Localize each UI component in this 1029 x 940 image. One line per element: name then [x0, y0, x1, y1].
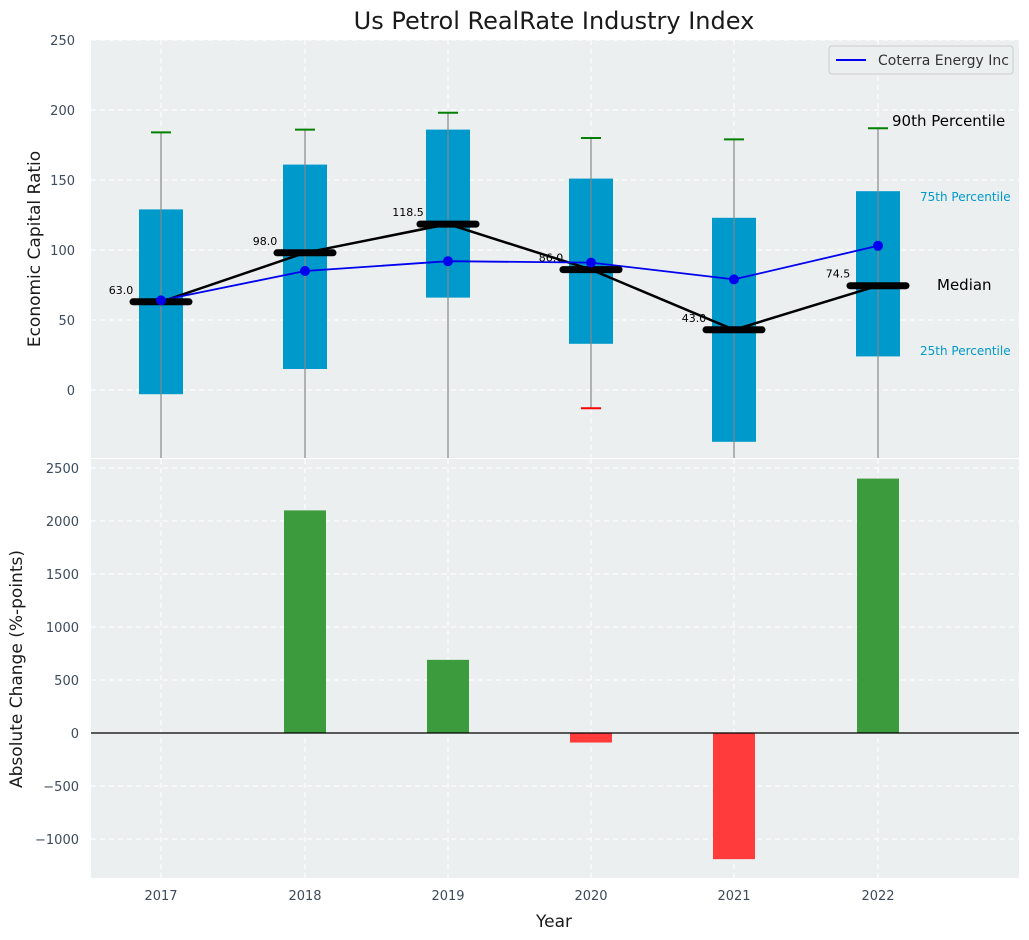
- chart-title: Us Petrol RealRate Industry Index: [354, 7, 755, 35]
- change-bar: [857, 478, 899, 733]
- bottom-y-tick-label: −500: [43, 780, 79, 795]
- company-series-point: [300, 266, 310, 276]
- annotation-25th-percentile: 25th Percentile: [920, 344, 1011, 358]
- change-bar: [713, 733, 755, 860]
- top-y-tick-label: 200: [50, 104, 75, 119]
- company-series-point: [156, 295, 166, 306]
- company-series-point: [443, 256, 453, 267]
- x-tick-label: 2020: [574, 889, 607, 904]
- legend-label-company: Coterra Energy Inc: [878, 53, 1009, 69]
- change-bar: [427, 659, 469, 733]
- top-y-tick-label: 50: [58, 314, 75, 329]
- annotation-75th-percentile: 75th Percentile: [920, 190, 1011, 204]
- bottom-y-tick-label: 0: [71, 727, 79, 742]
- x-tick-label: 2019: [431, 889, 464, 904]
- company-series-point: [729, 274, 739, 285]
- legend: Coterra Energy Inc: [828, 45, 1014, 75]
- top-y-axis-title: Economic Capital Ratio: [25, 151, 45, 347]
- bottom-y-axis-title: Absolute Change (%-points): [7, 550, 27, 788]
- x-tick-label: 2022: [861, 889, 894, 904]
- x-axis-title: Year: [535, 912, 572, 932]
- top-y-tick-label: 150: [50, 174, 75, 189]
- company-series-point: [873, 240, 883, 251]
- bottom-y-tick-label: 1000: [46, 621, 79, 636]
- change-bar: [570, 733, 612, 743]
- median-value-label: 118.5: [392, 206, 424, 219]
- x-tick-label: 2017: [144, 889, 177, 904]
- top-y-tick-label: 250: [50, 34, 75, 49]
- company-series-point: [586, 257, 596, 268]
- change-bar: [284, 510, 326, 733]
- median-value-label: 43.0: [682, 312, 707, 325]
- bottom-y-tick-label: 2000: [46, 515, 79, 530]
- x-tick-label: 2021: [717, 889, 750, 904]
- top-y-tick-label: 0: [67, 384, 75, 399]
- median-value-label: 86.0: [539, 252, 564, 265]
- bottom-y-tick-label: 500: [54, 674, 79, 689]
- bottom-y-tick-label: 2500: [46, 462, 79, 477]
- median-value-label: 98.0: [253, 235, 278, 248]
- median-value-label: 74.5: [826, 268, 851, 281]
- legend-box: [828, 45, 1014, 75]
- median-value-label: 63.0: [109, 284, 134, 297]
- annotation-90th-percentile: 90th Percentile: [892, 112, 1005, 130]
- median-trend-line: [160, 222, 879, 332]
- company-series-line: [160, 244, 879, 302]
- bottom-y-tick-label: −1000: [35, 833, 79, 848]
- annotation-median: Median: [937, 276, 992, 294]
- bottom-y-tick-label: 1500: [46, 568, 79, 583]
- top-y-tick-label: 100: [50, 244, 75, 259]
- x-tick-label: 2018: [288, 889, 321, 904]
